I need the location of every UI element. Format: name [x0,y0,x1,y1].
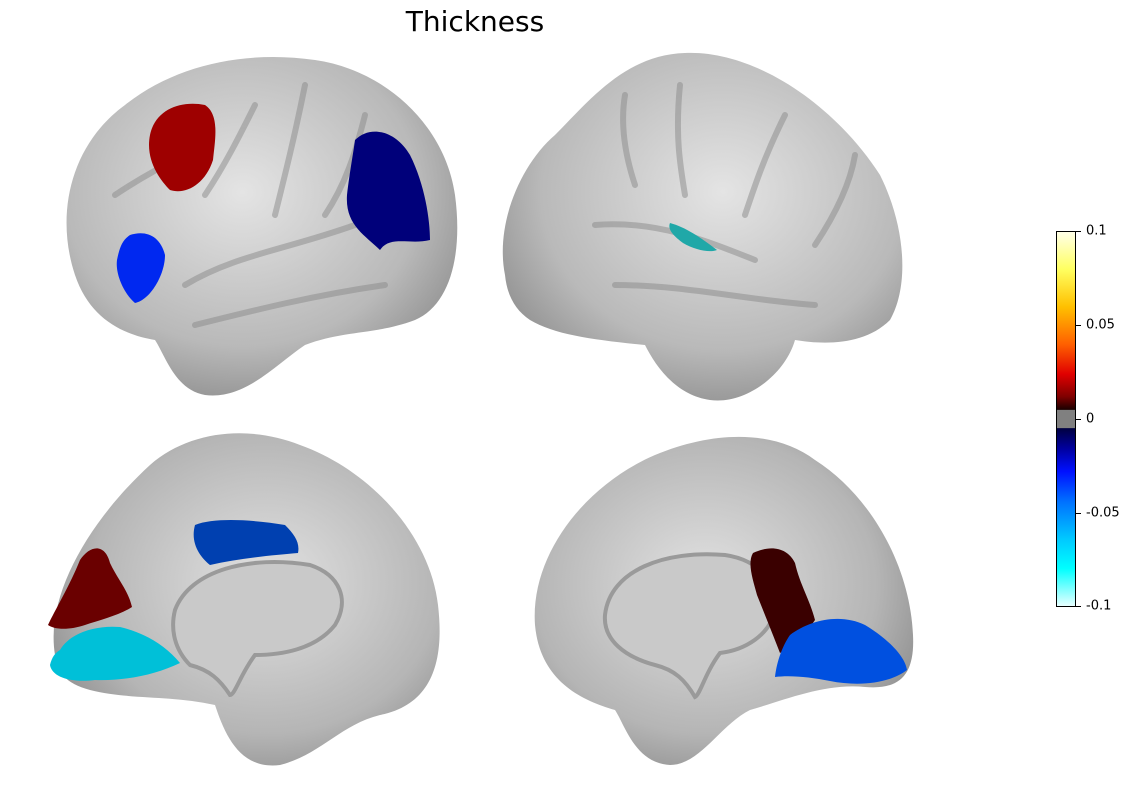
brain-medial-right [525,425,920,775]
colorbar-tick [1075,419,1081,420]
region-precuneus-darkred [750,548,815,653]
colorbar-label: 0 [1086,411,1095,427]
brain-medial-left [40,425,445,775]
region-cingulate-blue [193,520,299,565]
region-lingual-cyan [50,626,180,681]
colorbar-label: -0.1 [1086,598,1112,614]
colorbar-tick [1075,231,1081,232]
brain-lateral-right [495,45,910,410]
colorbar-tick [1075,606,1081,607]
region-inferior-frontal-blue [116,233,165,303]
figure-title: Thickness [405,5,545,38]
region-insula-teal [669,223,717,252]
colorbar-label: -0.05 [1086,505,1120,521]
region-cuneus-darkred [48,548,132,629]
colorbar-tick [1075,325,1081,326]
colorbar-label: 0.1 [1086,223,1107,239]
region-superior-frontal-red [149,103,216,192]
region-lingual-blue [775,618,907,684]
colorbar [1056,231,1076,607]
region-precentral-blue [346,131,430,250]
colorbar-tick [1075,513,1081,514]
colorbar-label: 0.05 [1086,317,1115,333]
brain-lateral-left [55,45,465,410]
